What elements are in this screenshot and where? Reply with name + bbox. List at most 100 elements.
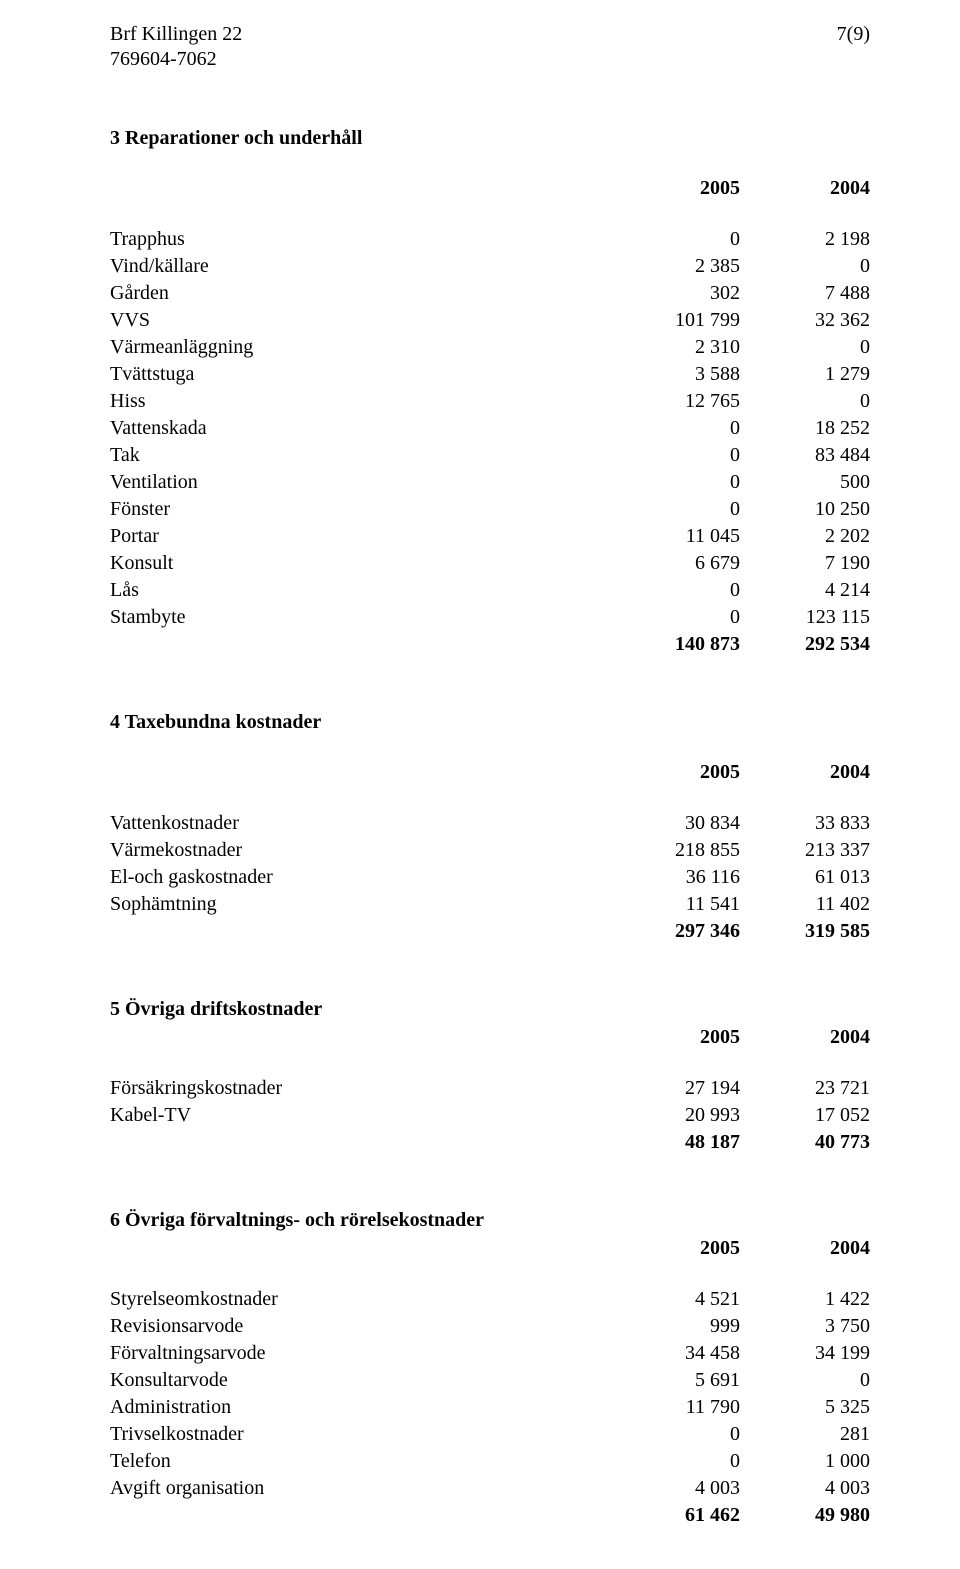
table-row: Konsult6 6797 190 bbox=[110, 550, 870, 577]
row-v2: 4 214 bbox=[740, 577, 870, 604]
row-label: Portar bbox=[110, 523, 610, 550]
table-row: Lås04 214 bbox=[110, 577, 870, 604]
row-v1: 6 679 bbox=[610, 550, 740, 577]
section-5-title: 5 Övriga driftskostnader bbox=[110, 997, 870, 1022]
row-v1: 4 521 bbox=[610, 1286, 740, 1313]
row-v2: 7 190 bbox=[740, 550, 870, 577]
row-v1: 20 993 bbox=[610, 1102, 740, 1129]
table-row: Sophämtning11 54111 402 bbox=[110, 891, 870, 918]
row-v2: 11 402 bbox=[740, 891, 870, 918]
row-v1: 3 588 bbox=[610, 361, 740, 388]
row-v2: 7 488 bbox=[740, 280, 870, 307]
row-label: Ventilation bbox=[110, 469, 610, 496]
table-row: Telefon01 000 bbox=[110, 1448, 870, 1475]
row-label: Tak bbox=[110, 442, 610, 469]
section-5-table: 2005 2004 Försäkringskostnader27 19423 7… bbox=[110, 1024, 870, 1156]
total-v2: 49 980 bbox=[740, 1502, 870, 1529]
table-row: Värmekostnader218 855213 337 bbox=[110, 837, 870, 864]
row-label: Kabel-TV bbox=[110, 1102, 610, 1129]
row-v1: 2 310 bbox=[610, 334, 740, 361]
section-3-table: 2005 2004 Trapphus02 198 Vind/källare2 3… bbox=[110, 175, 870, 658]
row-v1: 302 bbox=[610, 280, 740, 307]
row-v1: 30 834 bbox=[610, 810, 740, 837]
row-label: Hiss bbox=[110, 388, 610, 415]
total-v2: 292 534 bbox=[740, 631, 870, 658]
total-v2: 319 585 bbox=[740, 918, 870, 945]
row-label: Telefon bbox=[110, 1448, 610, 1475]
row-v2: 3 750 bbox=[740, 1313, 870, 1340]
row-v1: 0 bbox=[610, 226, 740, 253]
table-row: Tvättstuga3 5881 279 bbox=[110, 361, 870, 388]
section-6-title: 6 Övriga förvaltnings- och rörelsekostna… bbox=[110, 1208, 870, 1233]
table-row: Fönster010 250 bbox=[110, 496, 870, 523]
row-v2: 23 721 bbox=[740, 1075, 870, 1102]
row-label: Lås bbox=[110, 577, 610, 604]
row-v1: 4 003 bbox=[610, 1475, 740, 1502]
row-label: Tvättstuga bbox=[110, 361, 610, 388]
year-col-2: 2004 bbox=[740, 759, 870, 786]
row-v2: 2 202 bbox=[740, 523, 870, 550]
row-v2: 4 003 bbox=[740, 1475, 870, 1502]
row-v2: 33 833 bbox=[740, 810, 870, 837]
section-6-total: 61 46249 980 bbox=[110, 1502, 870, 1529]
row-label: Sophämtning bbox=[110, 891, 610, 918]
section-4-total: 297 346319 585 bbox=[110, 918, 870, 945]
row-v1: 12 765 bbox=[610, 388, 740, 415]
table-row: Styrelseomkostnader4 5211 422 bbox=[110, 1286, 870, 1313]
row-label: Stambyte bbox=[110, 604, 610, 631]
row-v2: 83 484 bbox=[740, 442, 870, 469]
row-label: Trapphus bbox=[110, 226, 610, 253]
row-v2: 0 bbox=[740, 388, 870, 415]
row-v1: 0 bbox=[610, 604, 740, 631]
table-row: Portar11 0452 202 bbox=[110, 523, 870, 550]
header-left: Brf Killingen 22 769604-7062 bbox=[110, 22, 242, 72]
table-row: Konsultarvode5 6910 bbox=[110, 1367, 870, 1394]
row-label: Konsultarvode bbox=[110, 1367, 610, 1394]
row-v2: 0 bbox=[740, 253, 870, 280]
table-row: Värmeanläggning2 3100 bbox=[110, 334, 870, 361]
row-v1: 11 045 bbox=[610, 523, 740, 550]
year-col-2: 2004 bbox=[740, 1024, 870, 1051]
total-v1: 297 346 bbox=[610, 918, 740, 945]
row-v2: 0 bbox=[740, 334, 870, 361]
row-v1: 0 bbox=[610, 442, 740, 469]
content: 3 Reparationer och underhåll 2005 2004 T… bbox=[110, 28, 870, 1529]
row-label: Vind/källare bbox=[110, 253, 610, 280]
table-row: Försäkringskostnader27 19423 721 bbox=[110, 1075, 870, 1102]
row-v2: 34 199 bbox=[740, 1340, 870, 1367]
table-row: Revisionsarvode9993 750 bbox=[110, 1313, 870, 1340]
total-v1: 61 462 bbox=[610, 1502, 740, 1529]
row-label: Vattenkostnader bbox=[110, 810, 610, 837]
section-3-year-row: 2005 2004 bbox=[110, 175, 870, 202]
table-row: Vattenkostnader30 83433 833 bbox=[110, 810, 870, 837]
row-label: Försäkringskostnader bbox=[110, 1075, 610, 1102]
table-row: Gården3027 488 bbox=[110, 280, 870, 307]
row-label: Värmekostnader bbox=[110, 837, 610, 864]
table-row: Vattenskada018 252 bbox=[110, 415, 870, 442]
row-v1: 11 541 bbox=[610, 891, 740, 918]
table-row: Vind/källare2 3850 bbox=[110, 253, 870, 280]
row-label: Värmeanläggning bbox=[110, 334, 610, 361]
table-row: El-och gaskostnader36 11661 013 bbox=[110, 864, 870, 891]
company-name: Brf Killingen 22 bbox=[110, 22, 242, 47]
table-row: Trivselkostnader0281 bbox=[110, 1421, 870, 1448]
row-v2: 32 362 bbox=[740, 307, 870, 334]
row-v2: 5 325 bbox=[740, 1394, 870, 1421]
section-5-year-row: 2005 2004 bbox=[110, 1024, 870, 1051]
row-v2: 17 052 bbox=[740, 1102, 870, 1129]
row-v1: 2 385 bbox=[610, 253, 740, 280]
org-number: 769604-7062 bbox=[110, 47, 242, 72]
row-label: VVS bbox=[110, 307, 610, 334]
year-col-2: 2004 bbox=[740, 1235, 870, 1262]
row-label: El-och gaskostnader bbox=[110, 864, 610, 891]
table-row: Hiss12 7650 bbox=[110, 388, 870, 415]
section-5-total: 48 18740 773 bbox=[110, 1129, 870, 1156]
row-v2: 1 279 bbox=[740, 361, 870, 388]
table-row: Ventilation0500 bbox=[110, 469, 870, 496]
row-label: Styrelseomkostnader bbox=[110, 1286, 610, 1313]
section-6-table: 2005 2004 Styrelseomkostnader4 5211 422 … bbox=[110, 1235, 870, 1529]
page: Brf Killingen 22 769604-7062 7(9) 3 Repa… bbox=[0, 0, 960, 1569]
table-row: Administration11 7905 325 bbox=[110, 1394, 870, 1421]
section-4-title: 4 Taxebundna kostnader bbox=[110, 710, 870, 735]
table-row: Stambyte0123 115 bbox=[110, 604, 870, 631]
